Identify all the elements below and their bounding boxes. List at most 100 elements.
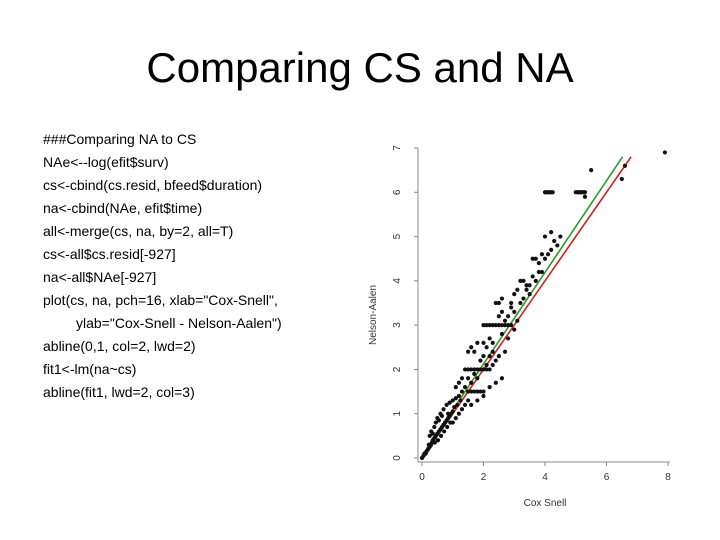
data-point [502, 318, 508, 323]
code-line: abline(0,1, col=2, lwd=2) [43, 338, 196, 354]
code-line: fit1<-lm(na~cs) [43, 361, 137, 377]
y-tick-label: 3 [392, 322, 403, 328]
data-point [622, 163, 628, 168]
data-point [484, 362, 489, 368]
data-point [512, 309, 517, 314]
data-point [502, 323, 508, 328]
data-point [484, 367, 489, 372]
data-point [550, 190, 555, 195]
data-point [536, 261, 541, 266]
data-point [472, 367, 477, 372]
data-point [469, 402, 474, 407]
data-point [453, 416, 458, 421]
data-point [436, 418, 442, 423]
data-points [419, 150, 668, 461]
data-point [439, 413, 445, 419]
data-point [481, 340, 486, 345]
data-point [524, 287, 529, 292]
data-point [499, 309, 505, 314]
data-point [499, 331, 505, 337]
data-point [524, 283, 529, 288]
data-point [466, 398, 471, 403]
y-tick-label: 7 [392, 145, 403, 151]
data-point [662, 150, 668, 155]
data-point [481, 323, 486, 328]
code-line: NAe<--log(efit$surv) [43, 154, 169, 170]
data-point [542, 256, 548, 261]
data-point [545, 252, 551, 257]
data-point [450, 409, 455, 414]
data-point [542, 234, 548, 239]
scatter-plot: 0 2 4 6 8 0 1 2 3 4 5 6 7 Cox Snell Nelson-Aalen [362, 138, 682, 513]
data-point [478, 358, 483, 363]
data-point [521, 296, 526, 301]
data-point [527, 283, 532, 288]
y-tick-label: 2 [392, 366, 403, 372]
data-point [506, 323, 511, 328]
x-tick-label: 0 [419, 472, 425, 483]
data-point [459, 376, 465, 381]
code-line: all<-merge(cs, na, by=2, all=T) [43, 223, 234, 239]
data-point [450, 420, 455, 425]
code-line: cs<-cbind(cs.resid, bfeed$duration) [43, 177, 263, 193]
data-point [430, 431, 435, 436]
data-point [515, 318, 520, 323]
data-point [499, 296, 505, 301]
data-point [512, 292, 517, 297]
data-point [530, 256, 535, 261]
data-point [455, 402, 460, 407]
code-line: na<-all$NAe[-927] [43, 269, 157, 285]
data-point [462, 367, 468, 372]
data-point [469, 389, 474, 394]
data-point [533, 278, 538, 283]
data-point [499, 323, 505, 328]
data-point [496, 323, 501, 328]
data-point [499, 376, 505, 381]
data-point [453, 396, 458, 401]
data-point [536, 269, 541, 275]
data-point [549, 230, 554, 235]
data-point [475, 367, 480, 372]
data-point [442, 429, 447, 434]
y-tick-label: 1 [392, 410, 403, 416]
plot-axes: 0 2 4 6 8 0 1 2 3 4 5 6 7 [392, 145, 671, 483]
data-point [478, 367, 483, 372]
data-point [582, 194, 588, 199]
data-point [459, 407, 465, 412]
data-point [506, 314, 511, 319]
x-tick-label: 2 [481, 472, 487, 483]
data-point [521, 278, 526, 283]
data-point [481, 389, 486, 394]
data-point [446, 411, 451, 416]
data-point [509, 323, 514, 328]
data-point [582, 190, 588, 195]
data-point [466, 349, 471, 354]
data-point [427, 433, 432, 438]
scatter-plot-svg: 0 2 4 6 8 0 1 2 3 4 5 6 7 Cox Snell Nelson-Aalen [368, 145, 671, 509]
data-point [512, 327, 517, 332]
data-point [456, 393, 461, 399]
code-line: cs<-all$cs.resid[-927] [43, 246, 176, 262]
data-point [456, 380, 461, 385]
y-tick-label: 5 [392, 233, 403, 239]
data-point [458, 398, 463, 403]
data-point [589, 168, 594, 173]
x-tick-label: 8 [665, 472, 671, 483]
y-tick-label: 0 [392, 455, 403, 461]
data-point [490, 349, 495, 354]
data-point [472, 389, 477, 394]
data-point [484, 345, 489, 350]
data-point [452, 404, 457, 410]
data-point [481, 367, 486, 372]
data-point [444, 402, 449, 407]
data-point [509, 300, 514, 306]
data-point [509, 305, 514, 310]
data-point [530, 274, 535, 279]
data-point [466, 376, 471, 381]
code-block: ###Comparing NA to CS NAe<--log(efit$sur… [43, 128, 363, 404]
data-point [496, 300, 501, 306]
data-point [481, 354, 486, 359]
data-point [518, 300, 523, 306]
data-point [493, 358, 498, 363]
data-point [490, 362, 495, 368]
